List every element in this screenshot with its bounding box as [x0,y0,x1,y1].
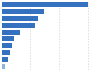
Bar [2,36,14,41]
Bar [2,9,44,14]
Bar [2,2,88,7]
Bar [2,23,35,28]
Bar [2,43,12,48]
Bar [2,64,5,69]
Bar [2,16,38,21]
Bar [2,57,8,62]
Bar [2,50,10,55]
Bar [2,30,20,35]
